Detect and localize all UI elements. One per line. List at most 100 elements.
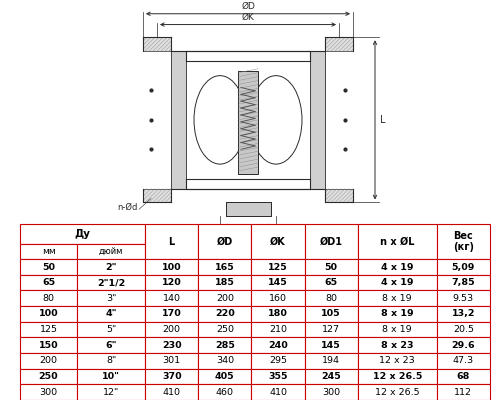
Text: 230: 230 (162, 341, 182, 350)
Bar (325, 189, 353, 202)
Text: 8": 8" (106, 356, 116, 365)
Bar (20, 290, 77, 306)
Text: 8 x 19: 8 x 19 (382, 294, 412, 303)
Bar (358, 369, 437, 384)
Text: 8 x 23: 8 x 23 (381, 341, 414, 350)
Text: 100: 100 (38, 310, 58, 318)
Text: 4 x 19: 4 x 19 (381, 262, 414, 272)
Text: 12 x 26.5: 12 x 26.5 (375, 388, 420, 397)
Text: 80: 80 (325, 294, 337, 303)
Text: 20.5: 20.5 (453, 325, 474, 334)
Bar (437, 384, 490, 400)
Text: 12 x 23: 12 x 23 (380, 356, 415, 365)
Text: 220: 220 (215, 310, 234, 318)
Text: 460: 460 (216, 388, 234, 397)
Bar (252, 224, 304, 259)
Bar (304, 353, 358, 369)
Text: 245: 245 (322, 372, 341, 381)
Text: 12 x 26.5: 12 x 26.5 (372, 372, 422, 381)
Text: 210: 210 (269, 325, 287, 334)
Text: 65: 65 (324, 278, 338, 287)
Text: 301: 301 (162, 356, 181, 365)
Text: 200: 200 (40, 356, 58, 365)
Bar (171, 51, 186, 189)
Bar (145, 384, 199, 400)
Bar (238, 71, 258, 174)
Text: 100: 100 (162, 262, 182, 272)
Text: 185: 185 (215, 278, 235, 287)
Text: 250: 250 (38, 372, 58, 381)
Bar (198, 384, 252, 400)
Text: 5,09: 5,09 (452, 262, 475, 272)
Text: 50: 50 (324, 262, 338, 272)
Text: дюйм: дюйм (99, 247, 124, 256)
Bar (437, 290, 490, 306)
Text: ØD1: ØD1 (238, 229, 258, 238)
Text: 8 x 19: 8 x 19 (382, 325, 412, 334)
Text: 80: 80 (42, 294, 54, 303)
Bar (198, 259, 252, 275)
Text: 2": 2" (106, 262, 117, 272)
Text: ØD: ØD (241, 2, 255, 11)
Bar (198, 369, 252, 384)
Ellipse shape (194, 76, 246, 164)
Bar (304, 384, 358, 400)
Bar (77, 275, 145, 290)
Text: 6": 6" (106, 341, 117, 350)
Text: 145: 145 (268, 278, 288, 287)
Bar (145, 275, 199, 290)
Bar (20, 338, 77, 353)
Bar (437, 338, 490, 353)
Bar (145, 224, 199, 259)
Bar (358, 322, 437, 338)
Bar (77, 353, 145, 369)
Bar (145, 322, 199, 338)
Text: 340: 340 (216, 356, 234, 365)
Text: 200: 200 (162, 325, 180, 334)
Bar (304, 338, 358, 353)
Text: 194: 194 (322, 356, 340, 365)
Bar (252, 290, 304, 306)
Text: 240: 240 (268, 341, 288, 350)
Bar (437, 259, 490, 275)
Bar (77, 369, 145, 384)
Bar (77, 290, 145, 306)
Bar (358, 290, 437, 306)
Text: 410: 410 (269, 388, 287, 397)
Bar (20, 384, 77, 400)
Text: 300: 300 (40, 388, 58, 397)
Bar (198, 290, 252, 306)
Bar (20, 353, 77, 369)
Bar (198, 338, 252, 353)
Bar (20, 244, 77, 259)
Bar (77, 322, 145, 338)
Bar (198, 353, 252, 369)
Ellipse shape (250, 76, 302, 164)
Bar (304, 259, 358, 275)
Bar (77, 244, 145, 259)
Bar (143, 189, 171, 202)
Bar (20, 306, 77, 322)
Text: 4 x 19: 4 x 19 (381, 278, 414, 287)
Text: 125: 125 (268, 262, 288, 272)
Text: 2"1/2: 2"1/2 (97, 278, 125, 287)
Bar (77, 338, 145, 353)
Bar (358, 275, 437, 290)
Bar (20, 322, 77, 338)
Bar (143, 37, 171, 51)
Bar (20, 369, 77, 384)
Bar (358, 353, 437, 369)
Bar (437, 275, 490, 290)
Bar (304, 306, 358, 322)
Bar (145, 290, 199, 306)
Bar (304, 275, 358, 290)
Bar (77, 306, 145, 322)
Bar (20, 275, 77, 290)
Bar (226, 202, 271, 216)
Bar (198, 322, 252, 338)
Text: 4": 4" (106, 310, 117, 318)
Text: 50: 50 (42, 262, 55, 272)
Bar (252, 322, 304, 338)
Text: 285: 285 (215, 341, 235, 350)
Bar (198, 275, 252, 290)
